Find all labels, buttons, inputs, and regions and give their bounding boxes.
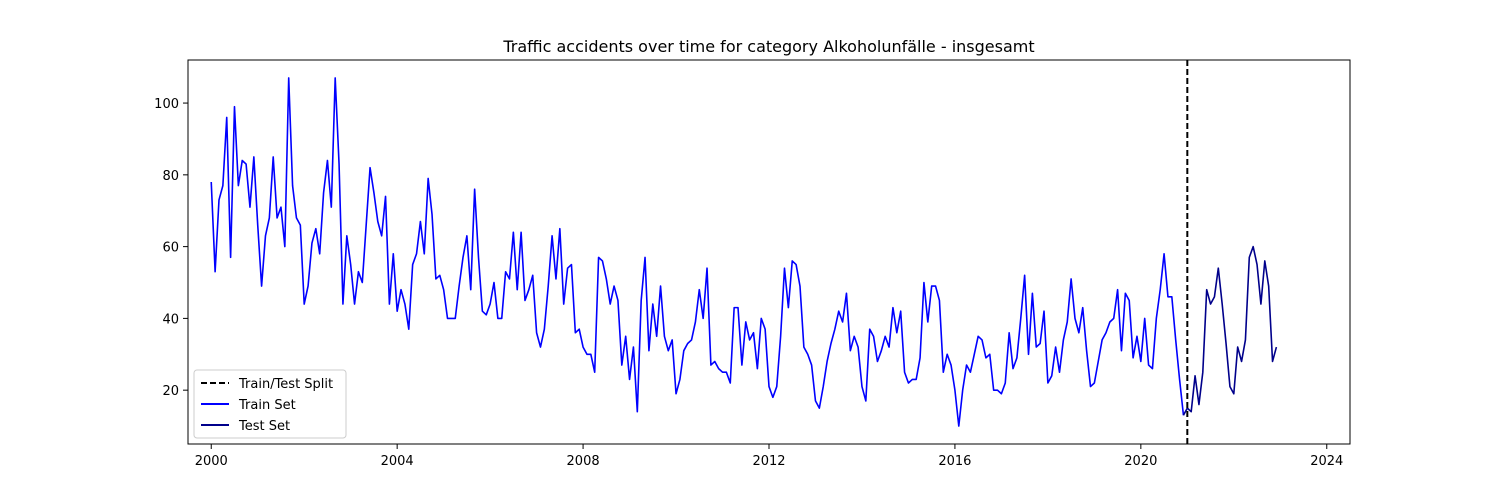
x-tick-label: 2008 — [567, 454, 600, 469]
axes: 2000 2004 2008 2012 2016 2020 2024 20 40 60 80 100 — [154, 97, 1343, 469]
x-tick-label: 2016 — [938, 454, 971, 469]
y-tick-label: 20 — [162, 384, 179, 399]
chart-title: Traffic accidents over time for category… — [502, 37, 1034, 56]
x-tick-label: 2004 — [381, 454, 414, 469]
test-series-line — [1182, 245, 1278, 416]
x-tick-label: 2020 — [1124, 454, 1157, 469]
y-tick-label: 100 — [154, 97, 179, 112]
legend: Train/Test Split Train Set Test Set — [193, 369, 347, 439]
y-tick-label: 80 — [162, 169, 179, 184]
y-tick-label: 60 — [162, 241, 179, 256]
plot-area — [210, 60, 1278, 444]
x-tick-label: 2024 — [1310, 454, 1343, 469]
legend-label-test: Test Set — [238, 419, 290, 434]
plot-frame — [187, 59, 1351, 445]
legend-label-split: Train/Test Split — [238, 377, 333, 392]
legend-label-train: Train Set — [238, 398, 296, 413]
legend-box — [193, 369, 347, 439]
x-tick-label: 2000 — [195, 454, 228, 469]
x-tick-label: 2012 — [752, 454, 785, 469]
y-tick-label: 40 — [162, 312, 179, 327]
train-series-line — [210, 77, 1185, 427]
